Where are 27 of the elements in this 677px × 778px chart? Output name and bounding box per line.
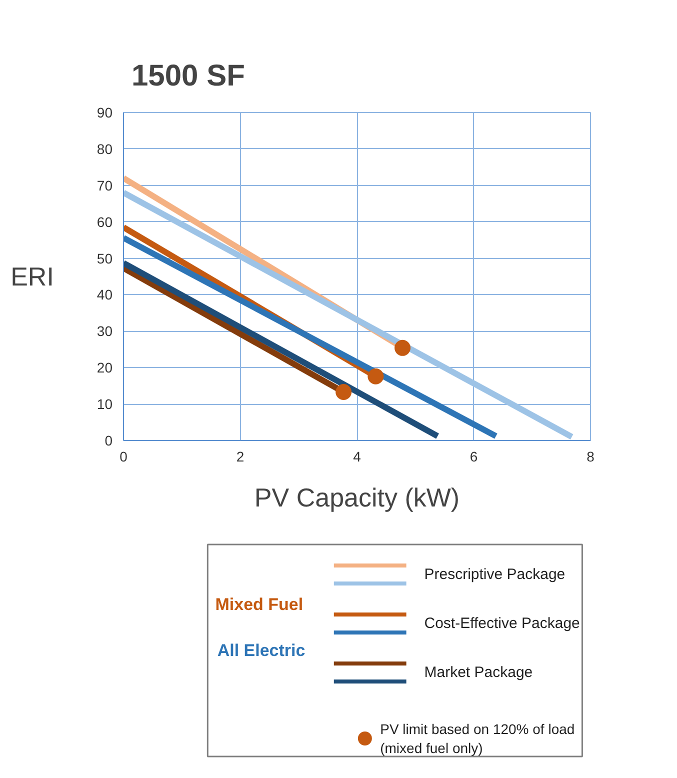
y-tick-label: 50 bbox=[96, 250, 113, 266]
y-tick-label: 90 bbox=[96, 104, 113, 120]
y-tick-label: 40 bbox=[96, 286, 113, 303]
x-axis-title: PV Capacity (kW) bbox=[254, 482, 460, 512]
x-tick-label: 8 bbox=[586, 448, 595, 464]
x-tick-label: 4 bbox=[353, 448, 362, 464]
point bbox=[394, 340, 411, 356]
chart-title: 1500 SF bbox=[132, 60, 245, 92]
y-tick-label: 0 bbox=[104, 432, 113, 448]
x-tick-label: 6 bbox=[470, 448, 478, 464]
text: Mixed Fuel bbox=[215, 595, 304, 614]
y-tick-label: 30 bbox=[96, 323, 113, 340]
y-tick-label: 20 bbox=[96, 360, 113, 376]
y-tick-label: 80 bbox=[96, 140, 113, 157]
legend-label: Prescriptive Package bbox=[424, 566, 566, 583]
y-tick-label: 60 bbox=[96, 214, 113, 230]
point bbox=[368, 368, 384, 384]
x-tick-label: 2 bbox=[236, 448, 244, 464]
text: All Electric bbox=[217, 641, 306, 660]
x-tick-label: 0 bbox=[120, 448, 128, 464]
y-tick-label: 70 bbox=[96, 177, 113, 194]
legend-label: PV limit based on 120% of load (mixed fuel only) bbox=[380, 720, 575, 756]
y-tick-label: 10 bbox=[96, 396, 113, 412]
legend-label: Cost-Effective Package bbox=[424, 615, 580, 632]
legend-label: Market Package bbox=[424, 664, 533, 681]
point bbox=[336, 384, 352, 400]
y-axis-title: ERI bbox=[10, 262, 54, 292]
